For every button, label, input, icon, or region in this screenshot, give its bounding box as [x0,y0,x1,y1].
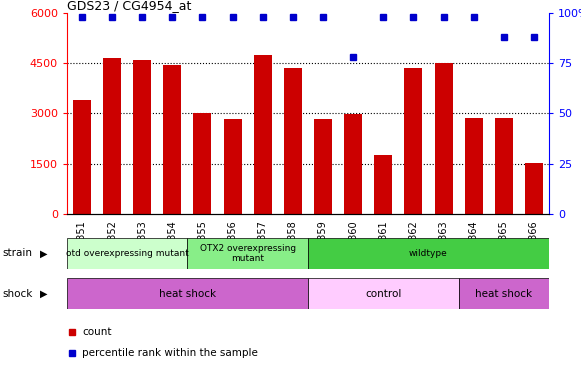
Bar [308,278,458,309]
Bar [103,58,121,214]
Bar [73,100,91,214]
Bar [458,278,549,309]
Text: GDS23 / CG4954_at: GDS23 / CG4954_at [67,0,191,12]
Bar [404,68,422,214]
Text: count: count [83,327,112,337]
Bar [308,238,549,269]
Bar [133,60,151,214]
Bar [67,278,308,309]
Text: control: control [365,289,401,299]
Bar [284,68,302,214]
Text: otd overexpressing mutant: otd overexpressing mutant [66,249,188,258]
Bar [163,66,181,214]
Bar [314,119,332,214]
Text: strain: strain [3,249,33,258]
Bar [525,163,543,214]
Bar [254,55,272,214]
Bar [435,63,453,214]
Bar [374,156,392,214]
Text: wildtype: wildtype [409,249,448,258]
Text: OTX2 overexpressing
mutant: OTX2 overexpressing mutant [200,244,296,263]
Bar [495,119,513,214]
Text: heat shock: heat shock [159,289,216,299]
Bar [187,238,308,269]
Text: ▶: ▶ [40,249,47,258]
Text: heat shock: heat shock [475,289,532,299]
Bar [67,238,187,269]
Bar [344,114,362,214]
Bar [224,119,242,214]
Text: ▶: ▶ [40,289,47,299]
Bar [193,113,211,214]
Bar [465,119,483,214]
Text: shock: shock [3,289,33,299]
Text: percentile rank within the sample: percentile rank within the sample [83,348,258,358]
